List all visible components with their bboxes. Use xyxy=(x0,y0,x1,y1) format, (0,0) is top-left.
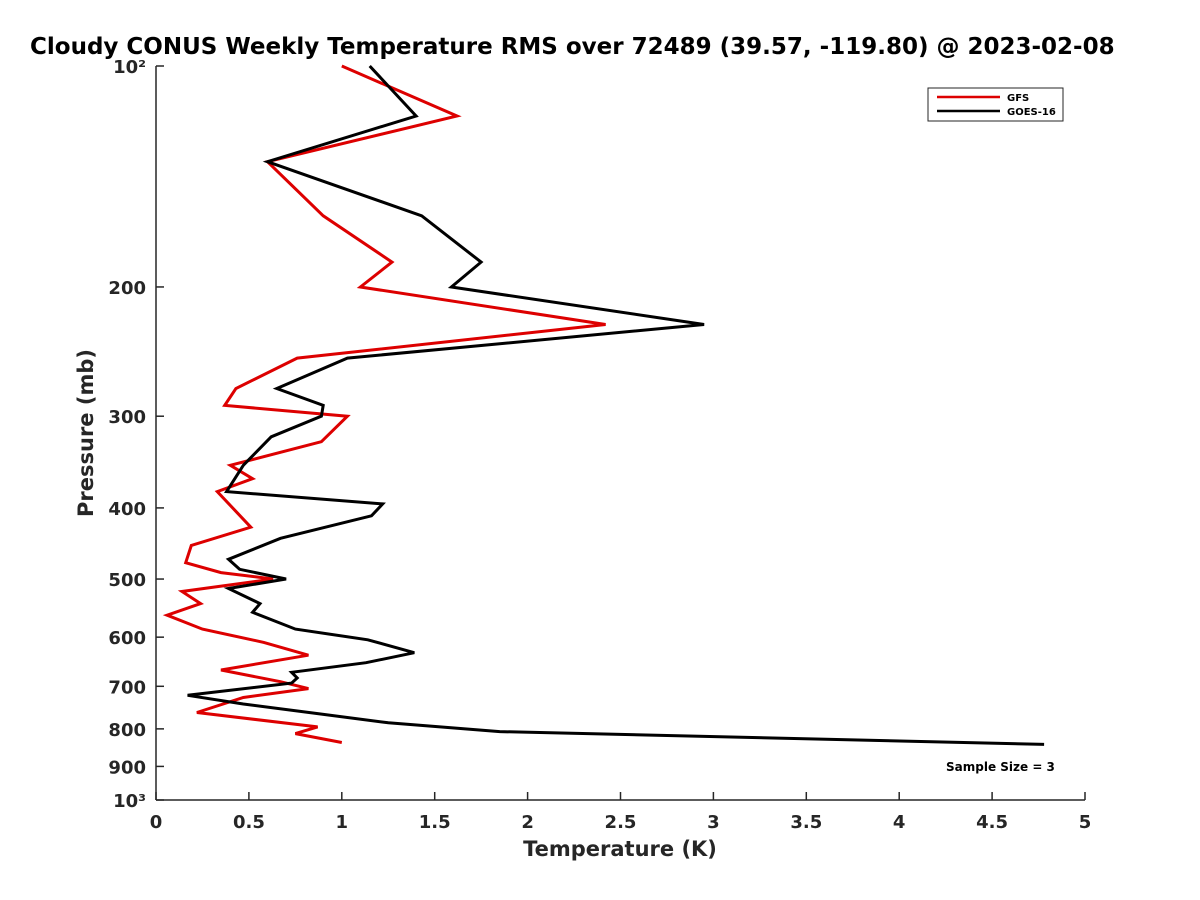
chart-title: Cloudy CONUS Weekly Temperature RMS over… xyxy=(30,34,1115,60)
y-tick-label: 400 xyxy=(108,499,146,520)
y-axis-label: Pressure (mb) xyxy=(74,349,98,517)
y-tick-label: 10³ xyxy=(113,791,146,812)
x-ticks: 0 0.5 1 1.5 2 2.5 3 3.5 4 4.5 5 xyxy=(150,792,1092,833)
series-group xyxy=(162,64,1045,746)
legend: GFS GOES-16 xyxy=(927,87,1064,122)
y-tick-label: 300 xyxy=(108,407,146,428)
series-line-goes16 xyxy=(187,64,1045,746)
series-line-gfs xyxy=(162,64,606,744)
x-tick-label: 0.5 xyxy=(233,812,265,833)
legend-label-goes16: GOES-16 xyxy=(1007,107,1056,118)
x-tick-label: 4 xyxy=(893,812,906,833)
x-tick-label: 5 xyxy=(1079,812,1092,833)
sample-size-annotation: Sample Size = 3 xyxy=(946,760,1055,774)
x-tick-label: 4.5 xyxy=(976,812,1008,833)
legend-box xyxy=(927,87,1064,122)
x-tick-label: 1 xyxy=(336,812,349,833)
legend-label-gfs: GFS xyxy=(1007,93,1029,104)
x-tick-label: 0 xyxy=(150,812,163,833)
x-tick-label: 3 xyxy=(707,812,720,833)
x-tick-label: 2.5 xyxy=(605,812,637,833)
x-tick-label: 3.5 xyxy=(790,812,822,833)
x-axis-label: Temperature (K) xyxy=(523,837,717,861)
y-tick-label: 800 xyxy=(108,720,146,741)
y-tick-label: 900 xyxy=(108,757,146,778)
y-tick-label: 600 xyxy=(108,628,146,649)
y-tick-label: 10² xyxy=(113,57,146,78)
x-tick-label: 1.5 xyxy=(419,812,451,833)
y-tick-label: 700 xyxy=(108,677,146,698)
y-tick-label: 200 xyxy=(108,278,146,299)
x-tick-label: 2 xyxy=(521,812,534,833)
y-tick-label: 500 xyxy=(108,570,146,591)
y-ticks: 10² 200 300 400 500 600 700 800 900 10³ xyxy=(108,57,164,812)
